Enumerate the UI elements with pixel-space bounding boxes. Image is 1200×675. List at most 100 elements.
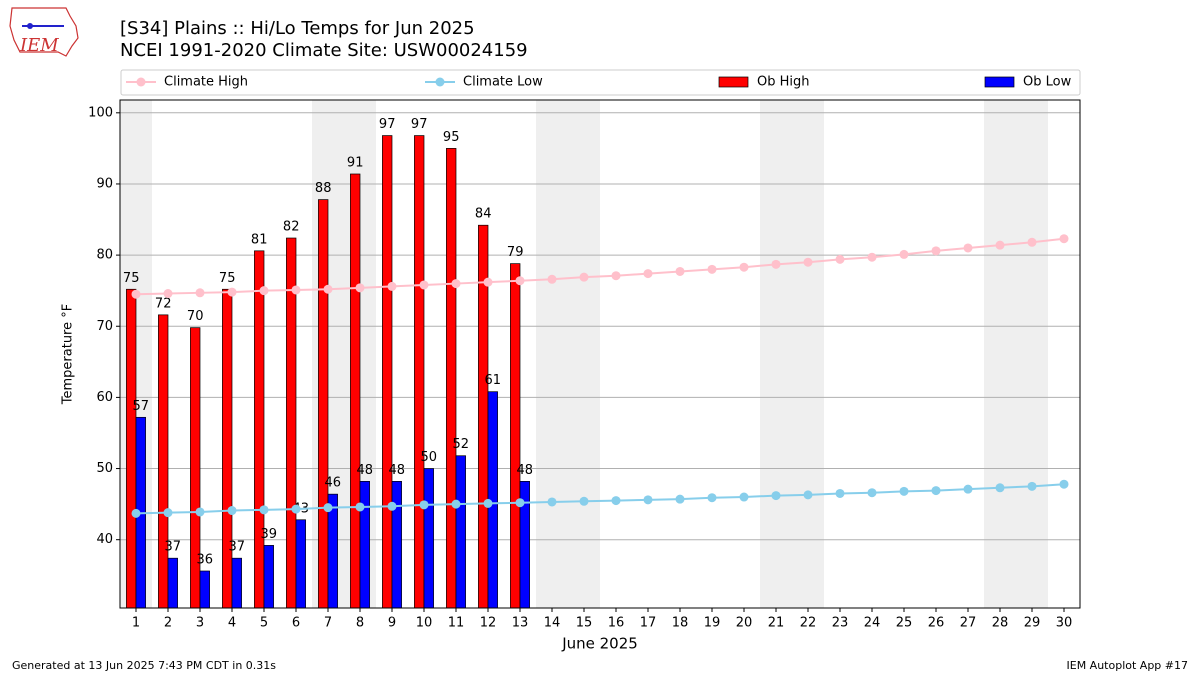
bar-value-label: 39 <box>261 527 278 542</box>
bar <box>455 455 466 609</box>
line-marker <box>707 493 717 503</box>
line-marker <box>515 276 525 286</box>
line-marker <box>483 498 493 508</box>
line-marker <box>963 484 973 494</box>
footer-left: Generated at 13 Jun 2025 7:43 PM CDT in … <box>12 659 276 672</box>
line-marker <box>1059 479 1069 489</box>
line-marker <box>835 488 845 498</box>
bar <box>199 570 210 609</box>
line <box>135 483 1065 515</box>
line-marker <box>387 281 397 291</box>
logo: IEM <box>9 7 79 57</box>
bar <box>382 135 393 609</box>
logo-text: IEM <box>19 35 59 56</box>
line-marker <box>131 508 141 518</box>
x-tick-label: 5 <box>260 616 268 631</box>
line-marker <box>547 274 557 284</box>
bar-value-label: 81 <box>251 232 268 247</box>
line-marker <box>451 499 461 509</box>
legend-label: Climate High <box>164 75 248 90</box>
x-tick-label: 30 <box>1056 616 1073 631</box>
chart-subtitle: NCEI 1991-2020 Climate Site: USW00024159 <box>120 40 528 61</box>
x-tick-label: 1 <box>132 616 140 631</box>
bar-value-label: 79 <box>507 245 524 260</box>
bar-value-label: 75 <box>123 271 140 286</box>
x-tick-label: 9 <box>388 616 396 631</box>
bar <box>423 468 434 609</box>
line-marker <box>675 266 685 276</box>
y-tick-label: 80 <box>96 248 113 263</box>
line-marker <box>1027 481 1037 491</box>
x-tick-label: 6 <box>292 616 300 631</box>
legend-marker <box>136 77 146 87</box>
line-marker <box>291 504 301 514</box>
line-marker <box>643 495 653 505</box>
legend-marker <box>435 77 445 87</box>
line-marker <box>355 502 365 512</box>
line-marker <box>739 492 749 502</box>
y-axis-label: Temperature °F <box>61 304 76 405</box>
line-marker <box>547 497 557 507</box>
line-marker <box>355 283 365 293</box>
x-tick-label: 12 <box>480 616 497 631</box>
y-tick-label: 100 <box>88 105 113 120</box>
line-marker <box>803 490 813 500</box>
x-tick-label: 19 <box>704 616 721 631</box>
x-tick-label: 3 <box>196 616 204 631</box>
bar-value-label: 75 <box>219 271 236 286</box>
line-marker <box>1027 237 1037 247</box>
legend-swatch <box>718 76 749 88</box>
x-tick-label: 26 <box>928 616 945 631</box>
line-marker <box>611 271 621 281</box>
bar <box>391 481 402 609</box>
x-tick-label: 22 <box>800 616 817 631</box>
line-marker <box>451 279 461 289</box>
line-marker <box>323 503 333 513</box>
bar <box>414 135 425 609</box>
bar-value-label: 36 <box>197 553 214 568</box>
bar-value-label: 57 <box>133 399 150 414</box>
bar-value-label: 48 <box>357 463 374 478</box>
bar-value-label: 48 <box>517 463 534 478</box>
line-marker <box>867 488 877 498</box>
line-marker <box>899 249 909 259</box>
line-marker <box>291 285 301 295</box>
line-marker <box>227 287 237 297</box>
legend-label: Ob Low <box>1023 75 1072 90</box>
line-marker <box>803 257 813 267</box>
legend-swatch <box>984 76 1015 88</box>
line-marker <box>195 507 205 517</box>
line-marker <box>163 508 173 518</box>
line-marker <box>963 243 973 253</box>
bar <box>359 481 370 609</box>
x-tick-label: 28 <box>992 616 1009 631</box>
line-marker <box>323 284 333 294</box>
plot-frame <box>119 99 1081 609</box>
line <box>135 237 1065 296</box>
x-tick-label: 2 <box>164 616 172 631</box>
legend-label: Ob High <box>757 75 810 90</box>
y-tick-label: 60 <box>96 390 113 405</box>
bar-value-label: 97 <box>411 117 428 132</box>
weekend-shade <box>984 100 1016 608</box>
bar <box>263 545 274 609</box>
weekend-shade <box>536 100 568 608</box>
x-axis-label: June 2025 <box>561 635 638 653</box>
x-tick-label: 13 <box>512 616 529 631</box>
x-tick-label: 18 <box>672 616 689 631</box>
y-tick-label: 40 <box>96 532 113 547</box>
line-marker <box>195 288 205 298</box>
y-tick-label: 90 <box>96 176 113 191</box>
bar <box>318 199 329 609</box>
bar <box>231 557 242 609</box>
bar-value-label: 48 <box>389 463 406 478</box>
line-marker <box>579 272 589 282</box>
x-tick-label: 20 <box>736 616 753 631</box>
logo-dot <box>27 23 33 29</box>
bar-value-label: 97 <box>379 117 396 132</box>
bar-value-label: 70 <box>187 309 204 324</box>
weekend-shade <box>1016 100 1048 608</box>
line-marker <box>739 262 749 272</box>
bar-value-label: 37 <box>229 540 246 555</box>
